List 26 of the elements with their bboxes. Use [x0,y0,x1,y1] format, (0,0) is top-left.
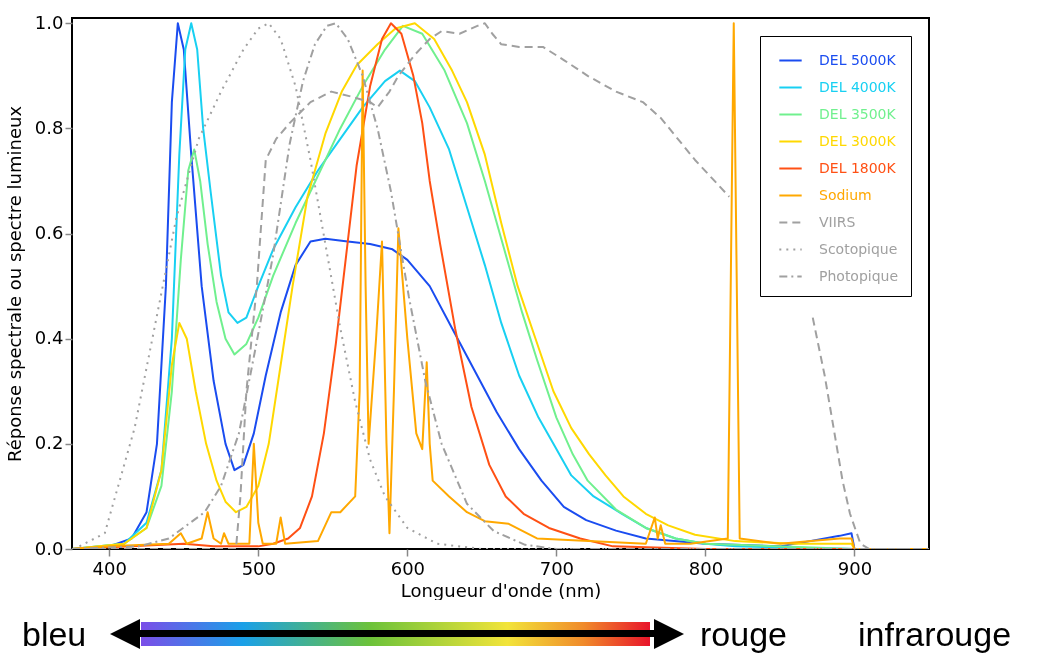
y-axis-title: Réponse spectrale ou spectre lumineux [3,105,25,463]
y-tick-label: 0.6 [34,222,64,244]
y-tick-label: 1.0 [34,11,64,33]
legend-label: DEL 3000K [819,132,897,149]
x-tick-label: 500 [241,557,276,579]
y-tick-label: 0.4 [34,327,64,349]
legend-label: Sodium [819,186,872,203]
legend-label: Scotopique [819,240,898,257]
y-tick-label: 0.2 [34,432,64,454]
legend-label: DEL 5000K [819,51,897,68]
y-tick-label: 0.8 [34,116,64,138]
legend-label: DEL 1800K [819,159,897,176]
x-axis-title: Longueur d'onde (nm) [400,579,602,601]
x-tick-label: 900 [837,557,873,579]
x-tick-label: 600 [390,557,426,579]
legend-label: DEL 4000K [819,78,897,95]
y-tick-label: 0.0 [34,537,64,559]
text: infrarouge [858,614,1012,654]
x-tick-label: 700 [539,557,575,579]
x-tick-label: 400 [92,557,127,579]
text: bleu [22,614,87,654]
text: rouge [700,614,787,654]
x-tick-label: 800 [688,557,724,579]
legend-label: VIIRS [819,213,856,230]
legend-label: DEL 3500K [819,105,897,122]
legend-label: Photopique [819,267,899,284]
